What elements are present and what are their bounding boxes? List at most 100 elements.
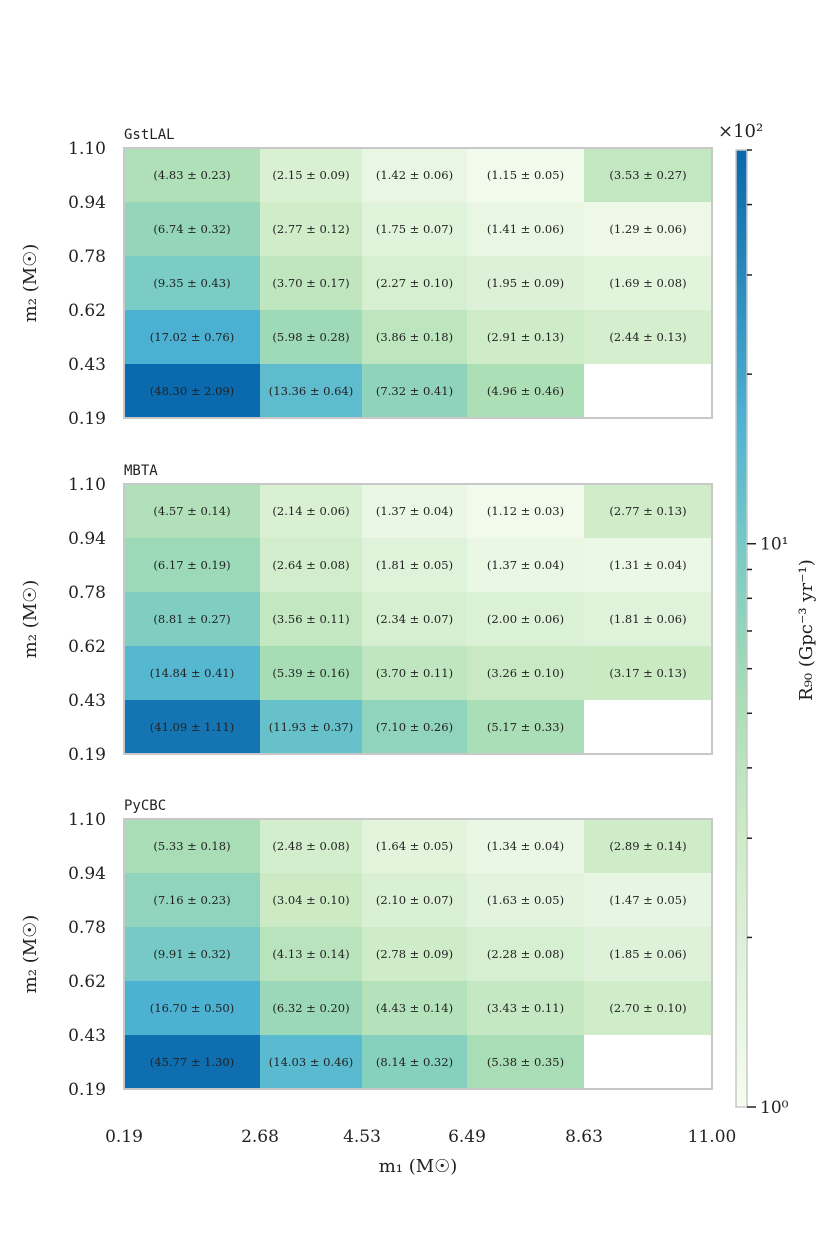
heatmap-cell [584,927,712,981]
heatmap-cell [467,538,584,592]
heatmap-cell [362,1035,467,1089]
y-tick-label: 0.62 [68,637,106,657]
cell-label: (8.81 ± 0.27) [153,612,230,626]
colorbar-multiplier: ×10² [718,121,763,142]
panel-title: GstLAL [124,127,175,143]
x-tick-label: 2.68 [241,1127,279,1147]
colorbar-tick-label: 10¹ [760,535,788,555]
heatmap-cell [362,484,467,538]
cell-label: (1.95 ± 0.09) [487,276,564,290]
cell-label: (41.09 ± 1.11) [150,720,234,734]
cell-label: (7.16 ± 0.23) [153,893,230,907]
heatmap-cell [260,646,362,700]
cell-label: (16.70 ± 0.50) [150,1001,234,1015]
cell-label: (1.85 ± 0.06) [609,947,686,961]
y-tick-label: 1.10 [68,475,106,495]
heatmap-cell [260,148,362,202]
heatmap-cell [124,148,260,202]
cell-label: (3.70 ± 0.11) [376,666,453,680]
heatmap-cell [124,1035,260,1089]
cell-label: (6.74 ± 0.32) [153,222,230,236]
cell-label: (2.27 ± 0.10) [376,276,453,290]
cell-label: (4.57 ± 0.14) [153,504,230,518]
cell-label: (4.96 ± 0.46) [487,384,564,398]
heatmap-cell [467,202,584,256]
heatmap-cell [260,364,362,418]
heatmap-cell [260,700,362,754]
heatmap-cell [467,310,584,364]
heatmap-cell [584,484,712,538]
cell-label: (3.53 ± 0.27) [609,168,686,182]
y-tick-label: 0.94 [68,193,106,213]
y-tick-labels: 0.19 0.43 0.62 0.78 0.94 1.10 0.19 0.43 0.62 0.78… [68,139,106,1100]
heatmap-cell [584,592,712,646]
heatmap-cell [124,819,260,873]
y-tick-label: 0.78 [68,918,106,938]
heatmap-cell [124,592,260,646]
heatmap-cell [260,981,362,1035]
heatmap-cell [260,310,362,364]
cell-label: (2.78 ± 0.09) [376,947,453,961]
cell-label: (1.75 ± 0.07) [376,222,453,236]
heatmap-cell [362,538,467,592]
cell-label: (1.64 ± 0.05) [376,839,453,853]
heatmap-cell [124,364,260,418]
cell-label: (2.70 ± 0.10) [609,1001,686,1015]
y-tick-label: 0.78 [68,247,106,267]
heatmap-cell [260,202,362,256]
cell-label: (5.98 ± 0.28) [272,330,349,344]
heatmap-cell [260,819,362,873]
cell-label: (2.91 ± 0.13) [487,330,564,344]
cell-label: (11.93 ± 0.37) [269,720,353,734]
heatmap-cell [584,538,712,592]
heatmap-cell [362,148,467,202]
heatmap-cell [260,873,362,927]
heatmap-cell [362,873,467,927]
cell-label: (6.17 ± 0.19) [153,558,230,572]
heatmap-cell [124,538,260,592]
cell-label: (48.30 ± 2.09) [150,384,234,398]
cell-label: (5.38 ± 0.35) [487,1055,564,1069]
heatmap-cell [467,700,584,754]
cell-label: (14.84 ± 0.41) [150,666,234,680]
cell-label: (1.81 ± 0.06) [609,612,686,626]
cell-label: (1.37 ± 0.04) [487,558,564,572]
heatmap-cell [124,484,260,538]
cell-label: (2.77 ± 0.12) [272,222,349,236]
cell-label: (4.43 ± 0.14) [376,1001,453,1015]
cell-label: (2.10 ± 0.07) [376,893,453,907]
cell-label: (1.63 ± 0.05) [487,893,564,907]
panel-title: MBTA [124,463,158,479]
y-tick-label: 0.94 [68,864,106,884]
heatmap-cell [124,927,260,981]
heatmap-cell [124,700,260,754]
colorbar-label: R₉₀ (Gpc⁻³ yr⁻¹) [796,559,817,701]
colorbar: 10⁰ 10¹ ×10² R₉₀ (Gpc⁻³ yr⁻¹) [718,121,817,1118]
cell-label: (1.47 ± 0.05) [609,893,686,907]
x-tick-label: 6.49 [448,1127,486,1147]
colorbar-ticks: 10⁰ 10¹ [747,149,789,1118]
cell-label: (45.77 ± 1.30) [150,1055,234,1069]
cell-label: (1.37 ± 0.04) [376,504,453,518]
cell-label: (7.10 ± 0.26) [376,720,453,734]
y-tick-label: 0.62 [68,301,106,321]
heatmap-cell [362,646,467,700]
heatmap-cell [124,646,260,700]
heatmap-cell [124,310,260,364]
cell-label: (3.56 ± 0.11) [272,612,349,626]
heatmap-panel: PyCBC (5.33 ± 0.18) (2.48 ± 0.08) (1.64 ± 0… [20,798,713,1090]
heatmap-cell [467,873,584,927]
y-axis-label: m₂ (M☉) [20,580,41,659]
heatmap-cell [584,148,712,202]
cell-label: (9.91 ± 0.32) [153,947,230,961]
heatmap-cell [362,310,467,364]
cell-label: (1.12 ± 0.03) [487,504,564,518]
cell-label: (3.26 ± 0.10) [487,666,564,680]
cell-label: (6.32 ± 0.20) [272,1001,349,1015]
cell-label: (1.15 ± 0.05) [487,168,564,182]
heatmap-cell [584,873,712,927]
colorbar-gradient [735,149,748,1108]
cell-label: (9.35 ± 0.43) [153,276,230,290]
cell-label: (3.17 ± 0.13) [609,666,686,680]
